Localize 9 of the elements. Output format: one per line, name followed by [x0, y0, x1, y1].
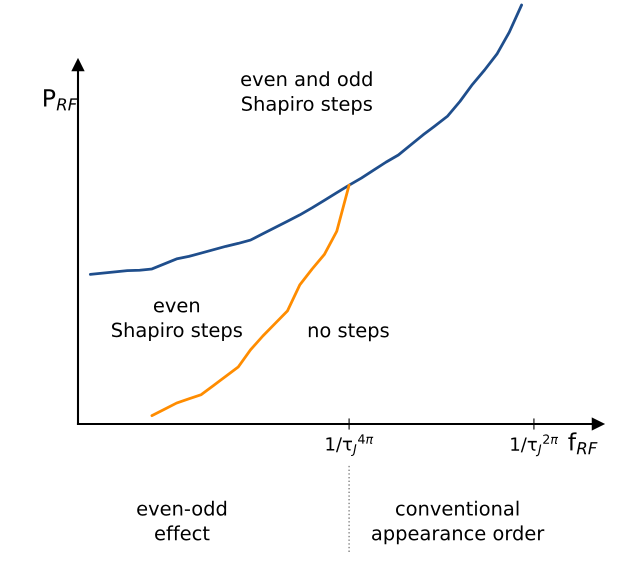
- x-tick-label: 1/τ$_{J}$$^{2π}$: [511, 434, 558, 456]
- annotation: no steps: [308, 324, 389, 342]
- x-tick-label: 1/τ$_{J}$$^{4π}$: [326, 434, 374, 456]
- y-axis-title: P$_{RF}$: [44, 89, 78, 110]
- text: even-odd effect: [137, 500, 226, 540]
- x-axis-title: f$_{RF}$: [568, 432, 598, 454]
- annotation: even Shapiro steps: [112, 301, 242, 342]
- annotation: even and odd Shapiro steps: [241, 71, 372, 115]
- text: conventional appearance order: [372, 500, 544, 544]
